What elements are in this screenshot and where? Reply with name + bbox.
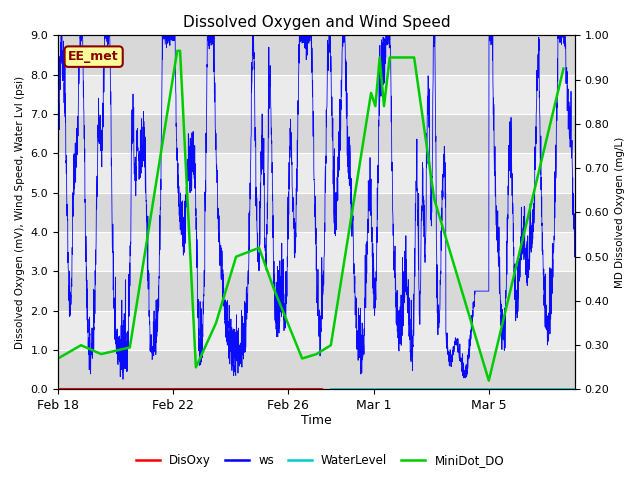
Y-axis label: Dissolved Oxygen (mV), Wind Speed, Water Lvl (psi): Dissolved Oxygen (mV), Wind Speed, Water… [15, 76, 25, 349]
Title: Dissolved Oxygen and Wind Speed: Dissolved Oxygen and Wind Speed [182, 15, 451, 30]
Text: EE_met: EE_met [68, 50, 119, 63]
Bar [58, 75, 575, 114]
Bar [58, 232, 575, 271]
X-axis label: Time: Time [301, 414, 332, 427]
Bar [58, 311, 575, 350]
Legend: DisOxy, ws, WaterLevel, MiniDot_DO: DisOxy, ws, WaterLevel, MiniDot_DO [131, 449, 509, 472]
Y-axis label: MD Dissolved Oxygen (mg/L): MD Dissolved Oxygen (mg/L) [615, 137, 625, 288]
Bar [58, 154, 575, 193]
